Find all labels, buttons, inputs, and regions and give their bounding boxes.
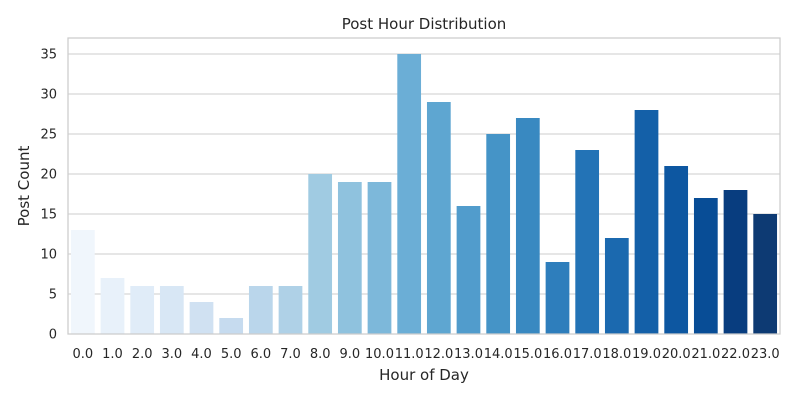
x-tick-label: 22.0 <box>721 347 750 362</box>
bars-layer <box>70 54 778 334</box>
y-tick-label: 15 <box>40 208 57 223</box>
bar <box>604 238 629 334</box>
x-tick-label: 19.0 <box>632 347 661 362</box>
x-tick-label: 14.0 <box>484 347 513 362</box>
bar <box>575 150 600 334</box>
x-tick-label: 1.0 <box>102 347 123 362</box>
bar <box>397 54 422 334</box>
x-tick-label: 2.0 <box>132 347 153 362</box>
x-tick-label: 8.0 <box>310 347 331 362</box>
x-tick-label: 21.0 <box>691 347 720 362</box>
y-tick-label: 25 <box>40 128 57 143</box>
x-tick-label: 15.0 <box>513 347 542 362</box>
y-tick-label: 35 <box>40 48 57 63</box>
x-tick-label: 13.0 <box>454 347 483 362</box>
bar <box>486 134 511 334</box>
x-tick-label: 6.0 <box>250 347 271 362</box>
bar <box>248 286 273 334</box>
y-axis-label: Post Count <box>15 146 33 227</box>
x-tick-label: 23.0 <box>751 347 780 362</box>
x-tick-label: 17.0 <box>573 347 602 362</box>
grid-layer <box>68 53 780 335</box>
bar <box>545 262 570 334</box>
x-tick-label: 12.0 <box>424 347 453 362</box>
bar <box>278 286 303 334</box>
x-tick-label: 9.0 <box>339 347 360 362</box>
x-tick-label: 4.0 <box>191 347 212 362</box>
bar <box>219 318 244 334</box>
bar <box>515 118 540 334</box>
bar <box>426 102 451 334</box>
bar <box>130 286 155 334</box>
y-tick-labels: 0 5 10 15 20 25 30 35 <box>40 48 57 343</box>
y-tick-label: 20 <box>40 168 57 183</box>
x-tick-label: 20.0 <box>662 347 691 362</box>
bar <box>159 286 184 334</box>
x-tick-label: 11.0 <box>395 347 424 362</box>
x-tick-label: 5.0 <box>221 347 242 362</box>
chart-title: Post Hour Distribution <box>342 15 507 33</box>
bar <box>337 182 362 334</box>
y-tick-label: 5 <box>49 288 57 303</box>
bar <box>693 198 718 334</box>
bar <box>664 166 689 334</box>
bar <box>189 302 214 334</box>
bar <box>753 214 778 334</box>
bar <box>308 174 333 334</box>
bar <box>367 182 392 334</box>
x-tick-label: 10.0 <box>365 347 394 362</box>
bar <box>100 278 125 334</box>
bar <box>723 190 748 334</box>
bar <box>70 230 95 334</box>
x-tick-label: 3.0 <box>161 347 182 362</box>
plot-frame <box>67 37 781 335</box>
x-tick-label: 0.0 <box>72 347 93 362</box>
x-tick-labels: 0.0 1.0 2.0 3.0 4.0 5.0 6.0 7.0 8.0 9.0 10.0 11.0 12… <box>72 347 779 362</box>
bar <box>456 206 481 334</box>
x-tick-label: 18.0 <box>602 347 631 362</box>
y-tick-label: 30 <box>40 88 57 103</box>
bar <box>634 110 659 334</box>
x-tick-label: 16.0 <box>543 347 572 362</box>
y-tick-label: 10 <box>40 248 57 263</box>
x-tick-label: 7.0 <box>280 347 301 362</box>
y-tick-label: 0 <box>49 328 57 343</box>
x-axis-label: Hour of Day <box>379 366 469 384</box>
